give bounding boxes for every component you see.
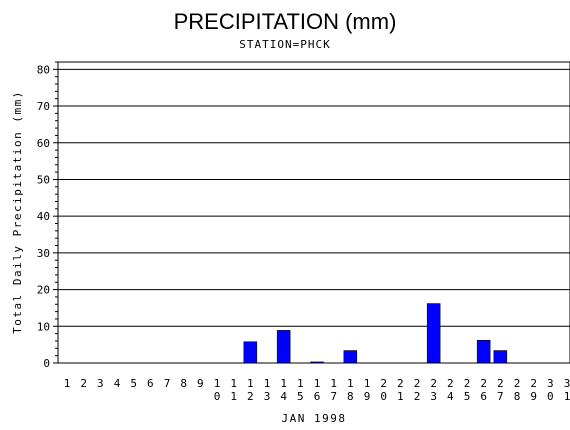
plot-frame xyxy=(57,61,570,364)
x-tick-label: 5 xyxy=(464,390,471,403)
x-tick-label: 0 xyxy=(214,390,221,403)
x-tick-label: 6 xyxy=(314,390,321,403)
bar-day-18 xyxy=(343,350,358,364)
y-axis-label: Total Daily Precipitation (mm) xyxy=(11,90,24,334)
x-tick-label: 4 xyxy=(114,377,121,390)
x-tick-label: 1 xyxy=(330,377,337,390)
x-tick-label: 4 xyxy=(447,390,454,403)
x-tick-label: 1 xyxy=(64,377,71,390)
x-tick-label: 2 xyxy=(397,377,404,390)
x-tick-label: 4 xyxy=(280,390,287,403)
x-tick-label: 1 xyxy=(230,390,237,403)
x-tick-label: 6 xyxy=(147,377,154,390)
x-tick-label: 1 xyxy=(347,377,354,390)
x-tick-label: 0 xyxy=(380,390,387,403)
bar-day-14 xyxy=(276,330,291,364)
x-tick-label: 3 xyxy=(430,390,437,403)
y-tick-label: 40 xyxy=(37,210,50,223)
x-tick-label: 2 xyxy=(514,377,521,390)
y-tick-label: 60 xyxy=(37,137,50,150)
x-tick-label: 1 xyxy=(230,377,237,390)
bar-day-12 xyxy=(243,341,258,364)
x-tick-label: 1 xyxy=(314,377,321,390)
x-tick-label: 6 xyxy=(480,390,487,403)
y-axis-ticks: 0 10 20 30 40 50 60 70 80 xyxy=(37,61,58,370)
x-tick-label: 2 xyxy=(380,377,387,390)
x-tick-label: 9 xyxy=(364,390,371,403)
x-tick-label: 1 xyxy=(564,390,570,403)
x-tick-label: 3 xyxy=(547,377,554,390)
y-tick-label: 80 xyxy=(37,63,50,76)
x-tick-label: 5 xyxy=(297,390,304,403)
gridlines xyxy=(58,68,570,327)
x-tick-label: 8 xyxy=(514,390,521,403)
chart-title: PRECIPITATION (mm) xyxy=(174,9,397,34)
x-tick-label: 7 xyxy=(330,390,337,403)
bar-day-26 xyxy=(476,339,491,364)
x-tick-label: 0 xyxy=(547,390,554,403)
x-tick-label: 2 xyxy=(464,377,471,390)
x-tick-label: 2 xyxy=(414,377,421,390)
x-tick-label: 2 xyxy=(414,390,421,403)
x-tick-label: 5 xyxy=(130,377,137,390)
x-tick-label: 3 xyxy=(264,390,271,403)
x-tick-label: 1 xyxy=(297,377,304,390)
y-tick-label: 50 xyxy=(37,173,50,186)
y-tick-label: 70 xyxy=(37,100,50,113)
x-tick-label: 1 xyxy=(264,377,271,390)
x-tick-label: 7 xyxy=(497,390,504,403)
x-tick-label: 1 xyxy=(214,377,221,390)
x-tick-label: 8 xyxy=(347,390,354,403)
x-tick-label: 1 xyxy=(280,377,287,390)
bars xyxy=(243,303,508,364)
x-tick-label: 1 xyxy=(364,377,371,390)
x-tick-label: 1 xyxy=(247,377,254,390)
x-tick-label: 7 xyxy=(164,377,171,390)
bar-day-27 xyxy=(493,350,508,364)
chart-subtitle: STATION=PHCK xyxy=(239,38,330,51)
x-tick-label: 9 xyxy=(197,377,204,390)
y-tick-label: 0 xyxy=(43,357,50,370)
x-axis-ticks: 1 2 3 4 5 6 7 8 9 1011121314151617181920212223242… xyxy=(64,377,570,403)
x-tick-label: 2 xyxy=(430,377,437,390)
x-tick-label: 2 xyxy=(447,377,454,390)
x-tick-label: 2 xyxy=(480,377,487,390)
x-tick-label: 1 xyxy=(397,390,404,403)
x-tick-label: 2 xyxy=(80,377,87,390)
y-tick-label: 20 xyxy=(37,284,50,297)
x-tick-label: 2 xyxy=(497,377,504,390)
x-tick-label: 2 xyxy=(530,377,537,390)
x-tick-label: 2 xyxy=(247,390,254,403)
x-tick-label: 3 xyxy=(564,377,570,390)
y-tick-label: 10 xyxy=(37,320,50,333)
x-tick-label: 3 xyxy=(97,377,104,390)
y-tick-label: 30 xyxy=(37,247,50,260)
x-tick-label: 8 xyxy=(180,377,187,390)
x-axis-label: JAN 1998 xyxy=(282,412,347,425)
x-tick-label: 9 xyxy=(530,390,537,403)
bar-day-23 xyxy=(426,303,441,364)
